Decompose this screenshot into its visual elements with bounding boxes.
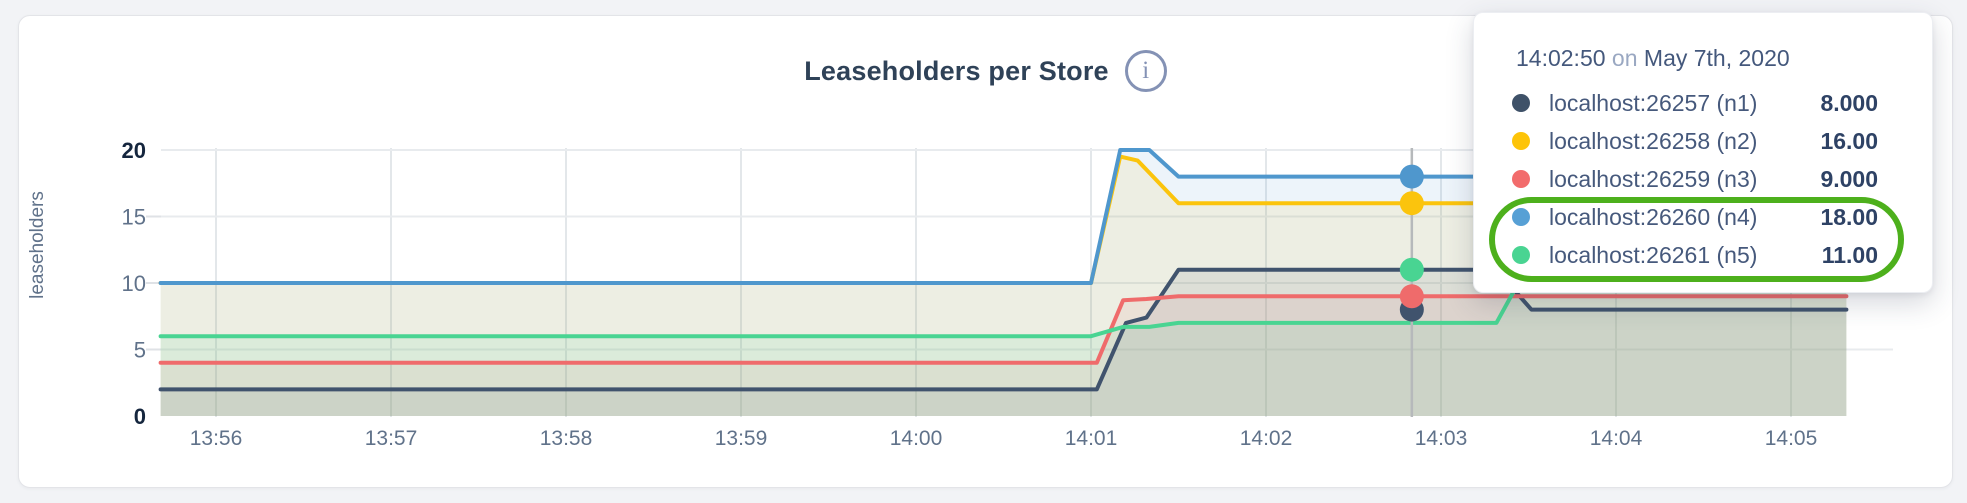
series-dot-n3 xyxy=(1512,170,1530,188)
series-value: 11.00 xyxy=(1821,241,1878,268)
x-tick-label: 13:57 xyxy=(365,427,418,450)
tooltip-conjunction: on xyxy=(1611,45,1638,71)
series-label: localhost:26260 (n4) xyxy=(1549,203,1758,230)
legend-row-n2: localhost:26258 (n2) 16.00 xyxy=(1512,122,1878,160)
legend-row-n4: localhost:26260 (n4) 18.00 xyxy=(1512,198,1878,236)
y-tick-label: 20 xyxy=(122,138,146,163)
x-tick-label: 14:01 xyxy=(1065,427,1118,450)
series-area xyxy=(160,269,1847,416)
legend-row-n3: localhost:26259 (n3) 9.000 xyxy=(1512,160,1878,198)
hover-tooltip: 14:02:50 on May 7th, 2020 localhost:2625… xyxy=(1473,12,1933,293)
y-axis-title: leaseholders xyxy=(27,191,48,299)
y-tick-label: 15 xyxy=(122,205,146,230)
tooltip-date: May 7th, 2020 xyxy=(1643,45,1790,71)
page-title: Leaseholders per Store xyxy=(804,55,1109,86)
series-value: 9.000 xyxy=(1820,165,1878,192)
series-dot-n1 xyxy=(1512,94,1530,112)
hover-point xyxy=(1399,164,1424,189)
x-tick-label: 13:56 xyxy=(190,427,243,450)
series-area xyxy=(160,156,1847,416)
x-tick-label: 14:03 xyxy=(1415,427,1468,450)
series-value: 8.000 xyxy=(1820,89,1878,116)
legend-row-n5: localhost:26261 (n5) 11.00 xyxy=(1512,236,1878,274)
series-value: 18.00 xyxy=(1820,203,1878,230)
x-tick-label: 13:59 xyxy=(715,427,768,450)
info-icon[interactable]: i xyxy=(1124,50,1167,92)
series-area xyxy=(160,269,1847,416)
x-tick-label: 14:02 xyxy=(1240,427,1293,450)
legend-row-n1: localhost:26257 (n1) 8.000 xyxy=(1512,84,1878,122)
series-dot-n5 xyxy=(1512,246,1530,264)
x-tick-label: 13:58 xyxy=(540,427,593,450)
x-tick-label: 14:04 xyxy=(1590,427,1643,450)
series-label: localhost:26259 (n3) xyxy=(1549,165,1758,192)
series-label: localhost:26261 (n5) xyxy=(1549,241,1758,268)
series-value: 16.00 xyxy=(1820,127,1878,154)
series-label: localhost:26257 (n1) xyxy=(1549,89,1758,116)
series-label: localhost:26258 (n2) xyxy=(1549,127,1758,154)
tooltip-timestamp: 14:02:50 on May 7th, 2020 xyxy=(1512,45,1878,72)
y-tick-label: 0 xyxy=(134,404,146,429)
x-tick-label: 14:05 xyxy=(1765,427,1818,450)
series-line xyxy=(158,294,1849,365)
y-tick-label: 10 xyxy=(122,271,146,296)
tooltip-time: 14:02:50 xyxy=(1516,45,1606,71)
x-tick-label: 14:00 xyxy=(890,427,943,450)
hover-point xyxy=(1399,284,1424,309)
hover-point xyxy=(1399,257,1424,282)
series-dot-n4 xyxy=(1512,208,1530,226)
y-tick-label: 5 xyxy=(134,338,146,363)
series-area xyxy=(160,296,1847,416)
series-line xyxy=(158,148,1849,285)
series-dot-n2 xyxy=(1512,132,1530,150)
hover-point xyxy=(1399,191,1424,216)
chart-header: Leaseholders per Store i xyxy=(18,50,1953,92)
series-line xyxy=(158,267,1849,392)
